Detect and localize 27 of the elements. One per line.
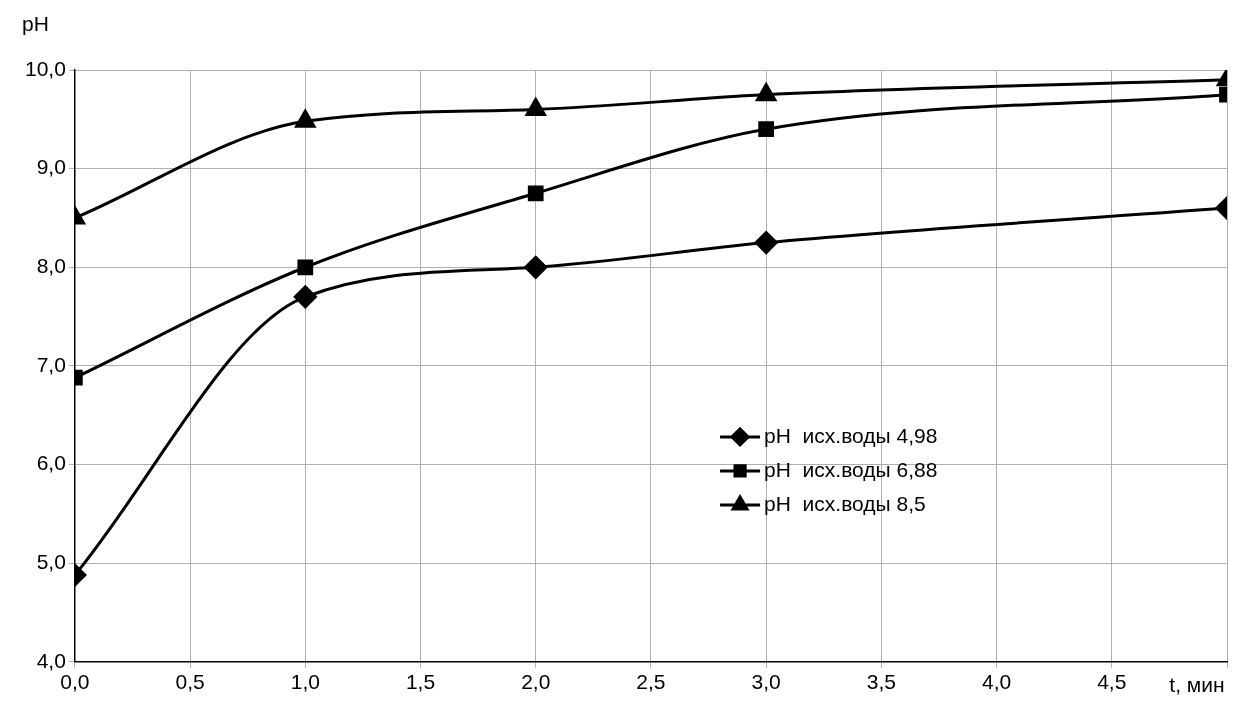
x-tick-label: 1,5 (405, 670, 436, 694)
legend-label: pH исх.воды 8,5 (764, 491, 926, 515)
legend-label: pH исх.воды 6,88 (764, 457, 938, 481)
x-tick-label: 0,5 (175, 670, 205, 694)
y-tick-label: 5,0 (36, 549, 66, 573)
y-tick-label: 9,0 (36, 155, 66, 179)
y-tick-label: 4,0 (36, 648, 66, 672)
x-tick-label: 3,0 (751, 670, 781, 694)
y-axis-title: pH (22, 11, 49, 35)
y-tick-label: 6,0 (36, 451, 66, 475)
y-tick-label: 8,0 (36, 254, 66, 278)
point (524, 255, 548, 279)
point (527, 185, 544, 202)
x-tick-label: 4,0 (981, 670, 1012, 694)
x-tick-label: 2,5 (636, 670, 666, 694)
x-tick-label: 1,0 (290, 670, 320, 694)
y-tick-label: 7,0 (36, 352, 66, 376)
x-tick-label: 4,5 (1097, 670, 1127, 694)
point (754, 231, 778, 255)
point (297, 259, 314, 276)
x-tick-label: 3,5 (866, 670, 896, 694)
x-axis-title: t, мин (1169, 673, 1225, 697)
y-tick-label: 10,0 (25, 56, 66, 80)
x-tick-label: 0,0 (60, 670, 90, 694)
legend-label: pH исх.воды 4,98 (764, 423, 938, 447)
point (758, 121, 775, 138)
x-tick-label: 2,0 (521, 670, 551, 694)
